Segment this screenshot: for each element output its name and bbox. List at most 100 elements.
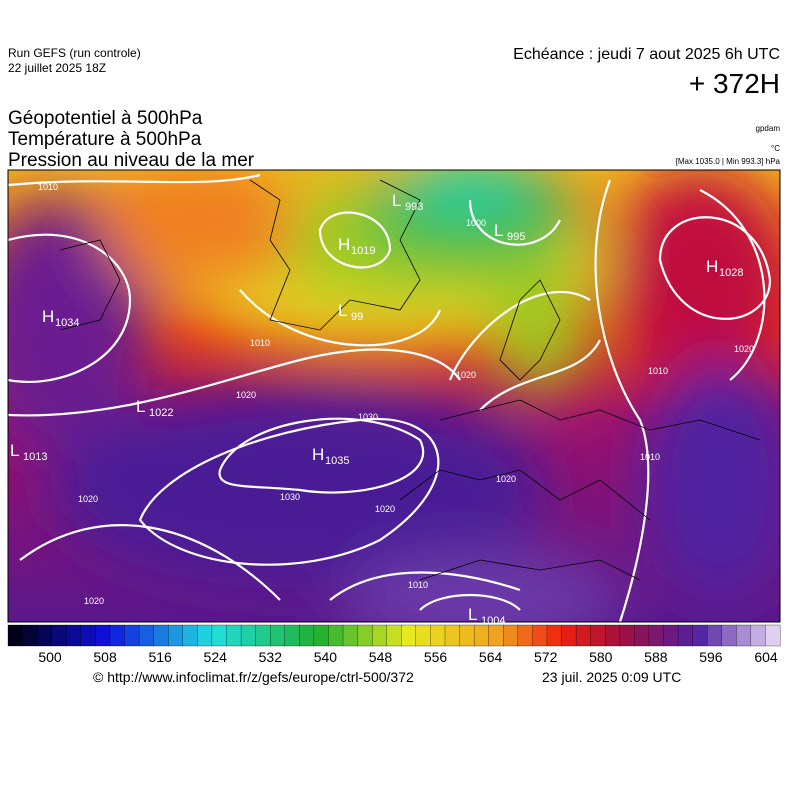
colorbar-label: 556 <box>424 649 448 665</box>
unit: gpdam <box>755 124 780 133</box>
isobar-label: 1030 <box>280 492 300 502</box>
colorbar-cell <box>226 624 242 647</box>
colorbar-cell <box>138 624 155 647</box>
colorbar-label: 540 <box>314 649 338 665</box>
center-value: 1019 <box>351 245 375 257</box>
isobar-label: 1010 <box>648 366 668 376</box>
title: Géopotentiel à 500hPa <box>8 108 203 129</box>
center-letter: L <box>338 301 347 320</box>
colorbar-cell <box>459 624 475 647</box>
colorbar-cell <box>51 624 67 647</box>
colorbar-cell <box>313 624 329 647</box>
colorbar-cell <box>22 624 38 647</box>
pressure-center: H 1035 <box>312 445 349 467</box>
colorbar-cell <box>503 624 519 647</box>
colorbar-label: 532 <box>259 649 283 665</box>
field <box>8 170 780 622</box>
lead-time: + 372H <box>688 68 780 99</box>
unit: °C <box>771 144 780 153</box>
colorbar-cell <box>284 624 300 647</box>
isobar-label: 1020 <box>375 504 395 514</box>
title: Pression au niveau de la mer <box>8 150 255 171</box>
colorbar-cell <box>211 624 227 647</box>
run-date: 22 juillet 2025 18Z <box>8 61 107 75</box>
colorbar-label: 508 <box>93 649 117 665</box>
colorbar-cell <box>95 624 111 647</box>
center-letter: L <box>10 441 19 460</box>
colorbar-cell <box>532 624 548 647</box>
colorbar-cell <box>255 624 271 647</box>
isobar-label: 1020 <box>78 494 98 504</box>
pressure-center: L 1022 <box>136 397 173 419</box>
colorbar-label: 516 <box>148 649 172 665</box>
coastlines <box>59 179 761 581</box>
center-value: 1004 <box>481 615 505 627</box>
colorbar-cell <box>153 624 169 647</box>
pressure-center: L 1013 <box>10 441 47 463</box>
isobar-label: 1020 <box>84 596 104 606</box>
isobar-label: 1010 <box>408 580 428 590</box>
colorbar-cell <box>372 624 388 647</box>
isobar-label: 1030 <box>358 412 378 422</box>
colorbar-cell <box>109 624 125 647</box>
isobar-label: 1000 <box>466 218 486 228</box>
title: Température à 500hPa <box>8 129 202 150</box>
colorbar-cell <box>386 624 402 647</box>
center-letter: H <box>706 257 718 276</box>
colorbar-cell <box>7 624 24 647</box>
colorbar-cell <box>401 624 417 647</box>
isobar-label: 1020 <box>734 344 754 354</box>
isobar-label: 1020 <box>236 390 256 400</box>
colorbar-label: 564 <box>479 649 503 665</box>
colorbar-cell <box>488 624 504 647</box>
center-value: 1035 <box>325 455 349 467</box>
colorbar-cell <box>590 624 606 647</box>
center-value: 1034 <box>55 317 79 329</box>
colorbar-cell <box>430 624 446 647</box>
center-value: 995 <box>507 231 525 243</box>
colorbar-cell <box>575 624 592 647</box>
center-letter: L <box>392 191 401 210</box>
center-value: 1028 <box>719 267 743 279</box>
unit: [Max 1035.0 | Min 993.3] hPa <box>675 157 780 166</box>
pressure-center: H 1019 <box>338 235 375 257</box>
colorbar-label: 588 <box>644 649 668 665</box>
generated: 23 juil. 2025 0:09 UTC <box>542 669 682 685</box>
colorbar-cell <box>299 624 315 647</box>
colorbar-cell <box>124 624 140 647</box>
colorbar-label: 580 <box>589 649 613 665</box>
isobar-label: 1010 <box>38 182 58 192</box>
pressure-center: L 993 <box>392 191 423 213</box>
colorbar-cell <box>357 624 373 647</box>
colorbar-cell <box>66 624 82 647</box>
colorbar-cell <box>342 624 359 647</box>
colorbar-label: 604 <box>754 649 778 665</box>
colorbar-cell <box>546 624 562 647</box>
colorbar-label: 596 <box>699 649 723 665</box>
colorbar-cell <box>707 624 723 647</box>
colorbar-cell <box>473 624 490 647</box>
colorbar-cell <box>270 624 286 647</box>
pressure-center: L 99 <box>338 301 363 323</box>
colorbar-cell <box>677 624 694 647</box>
colorbar-cell <box>721 624 737 647</box>
pressure-center: L 1004 <box>468 605 505 627</box>
colorbar-label: 572 <box>534 649 558 665</box>
center-letter: L <box>468 605 477 624</box>
colorbar-cell <box>80 624 96 647</box>
colorbar-cell <box>561 624 577 647</box>
center-value: 99 <box>351 311 363 323</box>
center-letter: H <box>338 235 350 254</box>
center-value: 1013 <box>23 451 47 463</box>
center-letter: L <box>494 221 503 240</box>
pressure-center: L 995 <box>494 221 525 243</box>
isobar-label: 1020 <box>496 474 516 484</box>
isobar-label: 1010 <box>250 338 270 348</box>
colorbar-cell <box>750 624 766 647</box>
run: Run GEFS (run controle) <box>8 46 141 60</box>
colorbar-label: 548 <box>369 649 393 665</box>
colorbar-cell <box>168 624 184 647</box>
colorbar-cell <box>415 624 431 647</box>
